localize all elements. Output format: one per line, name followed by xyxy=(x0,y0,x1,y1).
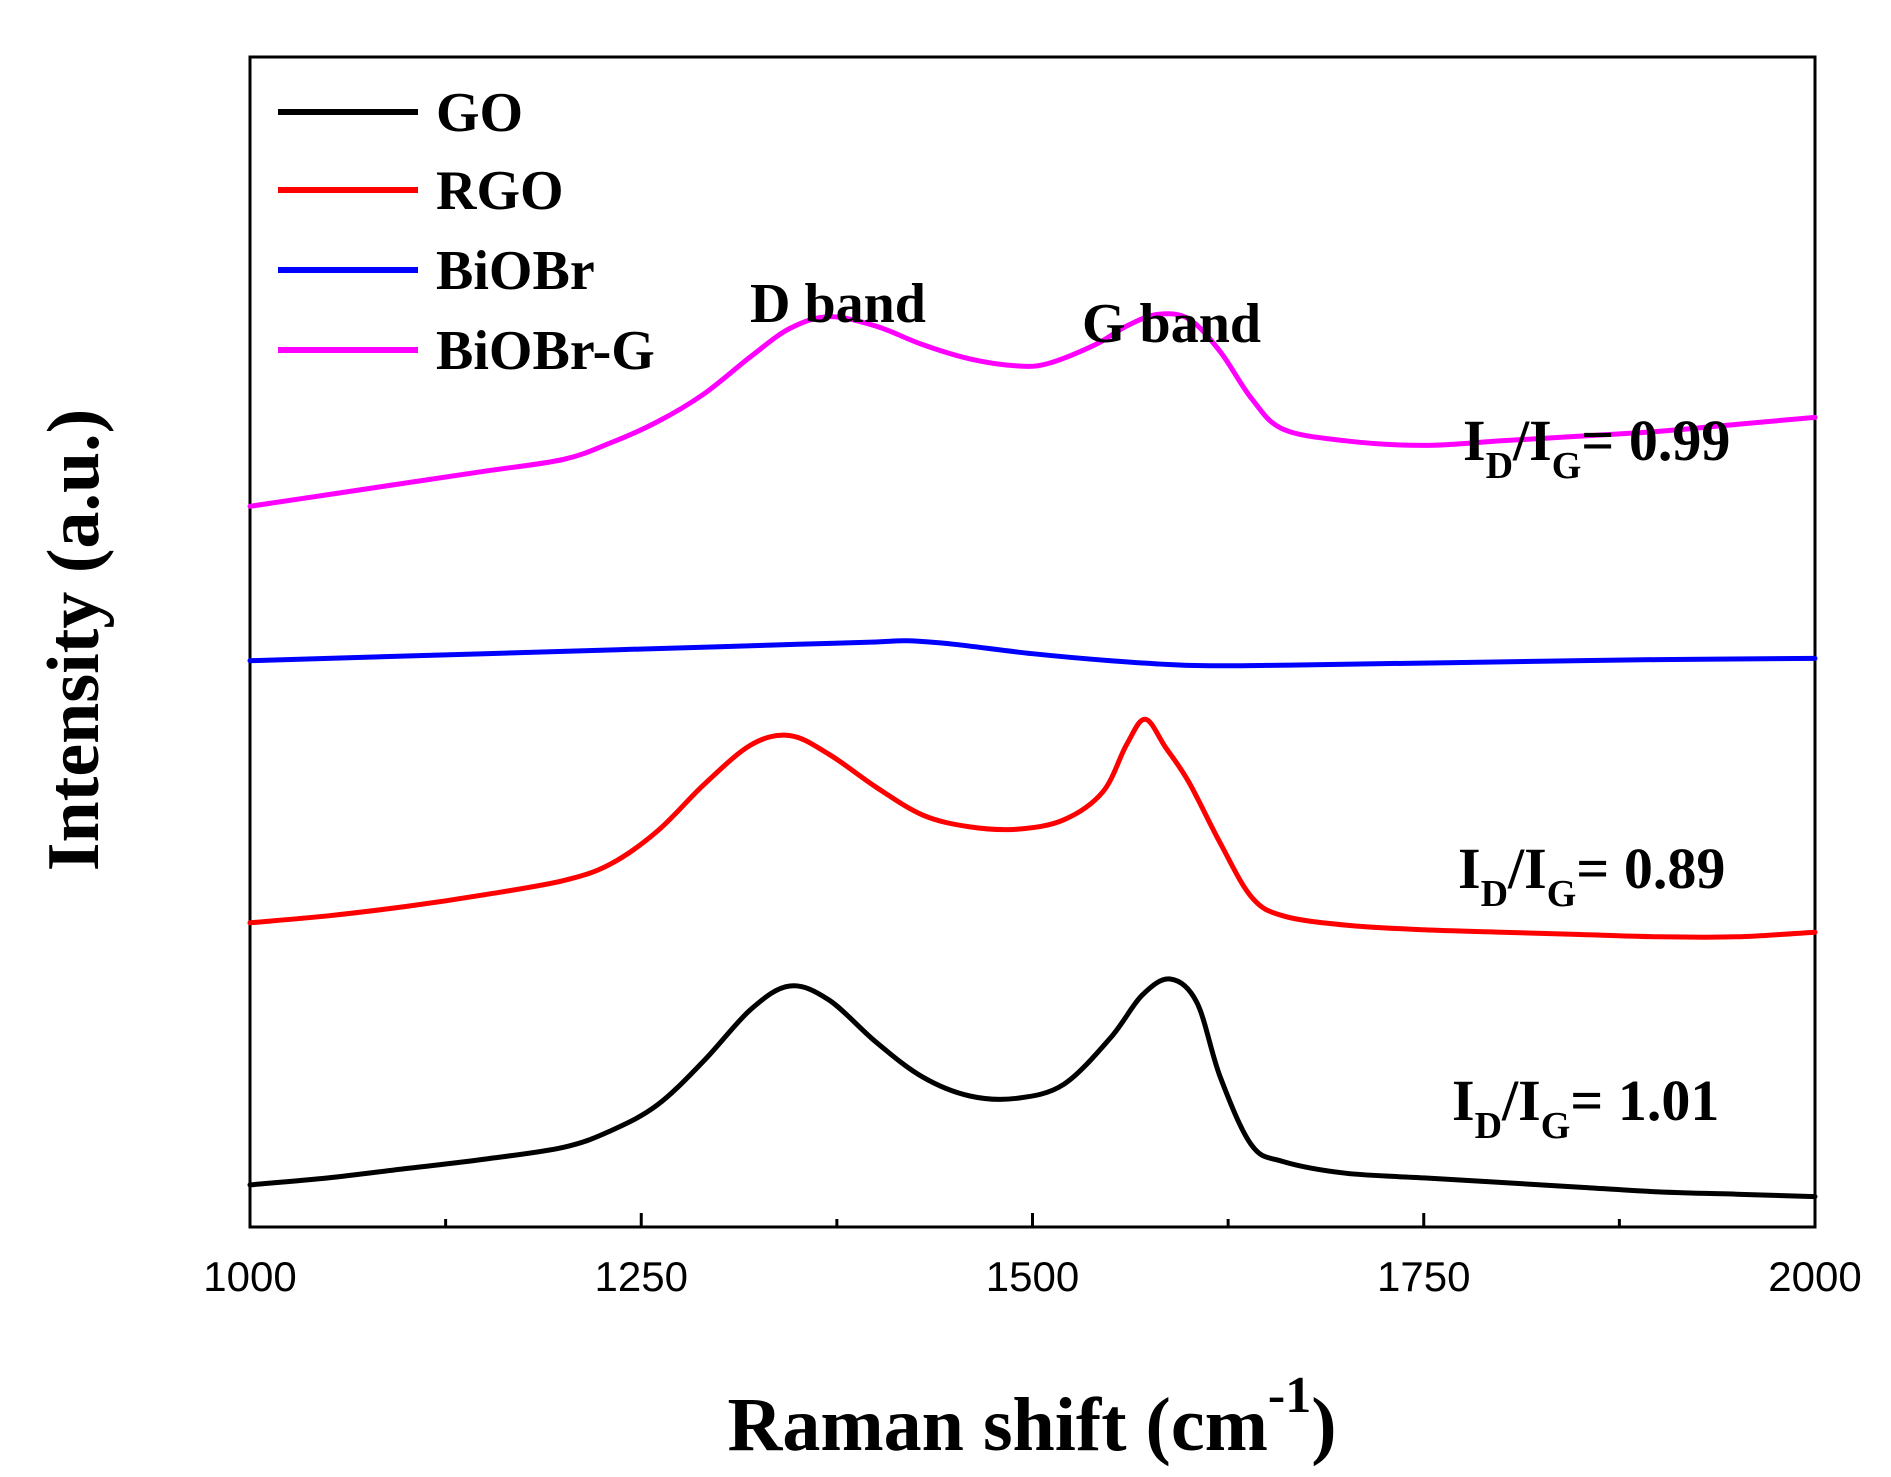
g-band-annotation: G band xyxy=(1082,293,1261,355)
x-tick-label: 2000 xyxy=(1768,1253,1861,1300)
x-tick-label: 1750 xyxy=(1377,1253,1470,1300)
d-band-annotation: D band xyxy=(750,273,926,335)
x-tick-label: 1000 xyxy=(203,1253,296,1300)
x-tick-label: 1250 xyxy=(595,1253,688,1300)
legend-label-rgo: RGO xyxy=(436,160,564,222)
series-line-biobr xyxy=(247,638,1818,669)
y-axis-title: Intensity (a.u.) xyxy=(33,409,115,872)
x-axis-tick-labels: 1000 1250 1500 1750 2000 xyxy=(203,1253,1861,1300)
ratio-label-go: ID/IG= 1.01 xyxy=(1452,1068,1719,1147)
x-axis-title: Raman shift (cm-1) xyxy=(727,1367,1336,1467)
legend: GO RGO BiOBr BiOBr-G xyxy=(278,82,655,382)
series-line-biobr-g xyxy=(247,311,1818,509)
x-axis-ticks xyxy=(248,1213,1817,1227)
series-lines xyxy=(247,311,1818,1200)
legend-label-biobr-g: BiOBr-G xyxy=(436,320,655,382)
x-tick-label: 1500 xyxy=(986,1253,1079,1300)
legend-label-biobr: BiOBr xyxy=(436,240,595,302)
series-line-rgo xyxy=(247,716,1818,940)
ratio-label-rgo: ID/IG= 0.89 xyxy=(1458,836,1725,915)
legend-label-go: GO xyxy=(436,82,523,144)
ratio-label-biobr-g: ID/IG= 0.99 xyxy=(1463,408,1730,487)
plot-frame xyxy=(248,55,1817,1229)
series-line-go xyxy=(247,976,1818,1200)
